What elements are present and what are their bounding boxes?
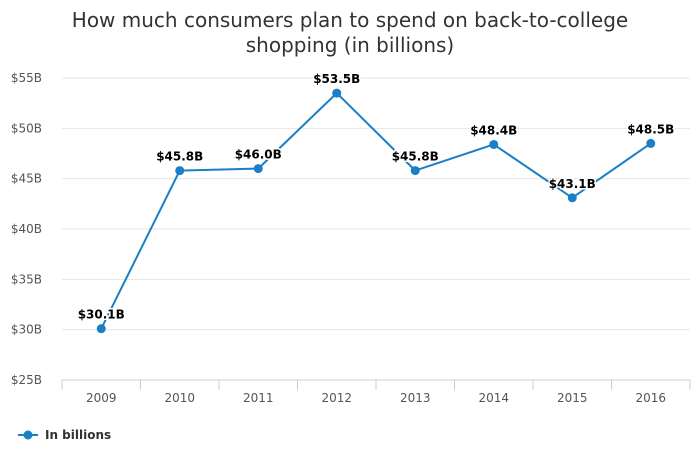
legend-point-marker: [23, 430, 33, 440]
chart-title-line-2: shopping (in billions): [246, 33, 454, 57]
data-label: $30.1B: [78, 308, 125, 322]
y-tick-label: $45B: [11, 172, 42, 186]
y-axis-tick-labels: $25B $30B $35B $40B $45B $50B $55B: [11, 71, 42, 387]
data-point[interactable]: [567, 193, 577, 203]
x-tick-label: 2015: [557, 391, 588, 405]
data-point[interactable]: [96, 324, 106, 334]
x-tick-label: 2010: [164, 391, 195, 405]
y-tick-label: $50B: [11, 121, 42, 135]
data-point[interactable]: [646, 138, 656, 148]
y-tick-label: $25B: [11, 373, 42, 387]
data-point[interactable]: [410, 166, 420, 176]
data-labels: $30.1B $45.8B $46.0B $53.5B $45.8B $48.4B $43.…: [76, 71, 676, 324]
y-tick-label: $55B: [11, 71, 42, 85]
y-tick-label: $30B: [11, 323, 42, 337]
legend[interactable]: In billions: [18, 428, 111, 442]
data-label: $53.5B: [313, 72, 360, 86]
x-tick-label: 2009: [86, 391, 117, 405]
series-in-billions: [96, 88, 656, 334]
gridlines: [62, 77, 690, 381]
data-label: $43.1B: [549, 177, 596, 191]
data-point[interactable]: [489, 139, 499, 149]
chart-title-line-1: How much consumers plan to spend on back…: [72, 8, 628, 32]
data-label: $45.8B: [156, 150, 203, 164]
x-tick-label: 2011: [243, 391, 274, 405]
x-tick-label: 2013: [400, 391, 431, 405]
data-label: $46.0B: [235, 148, 282, 162]
legend-item-in-billions[interactable]: In billions: [45, 428, 111, 442]
data-point[interactable]: [253, 164, 263, 174]
data-label: $45.8B: [392, 150, 439, 164]
series-line: [100, 92, 652, 330]
x-axis: 2009 2010 2011 2012 2013 2014 2015 2016: [61, 379, 691, 405]
data-label: $48.5B: [627, 122, 674, 136]
data-point[interactable]: [332, 88, 342, 98]
data-label: $48.4B: [470, 123, 517, 137]
x-tick-label: 2012: [321, 391, 352, 405]
x-tick-label: 2016: [635, 391, 666, 405]
x-tick-label: 2014: [478, 391, 509, 405]
data-point[interactable]: [175, 166, 185, 176]
y-tick-label: $40B: [11, 222, 42, 236]
y-tick-label: $35B: [11, 272, 42, 286]
